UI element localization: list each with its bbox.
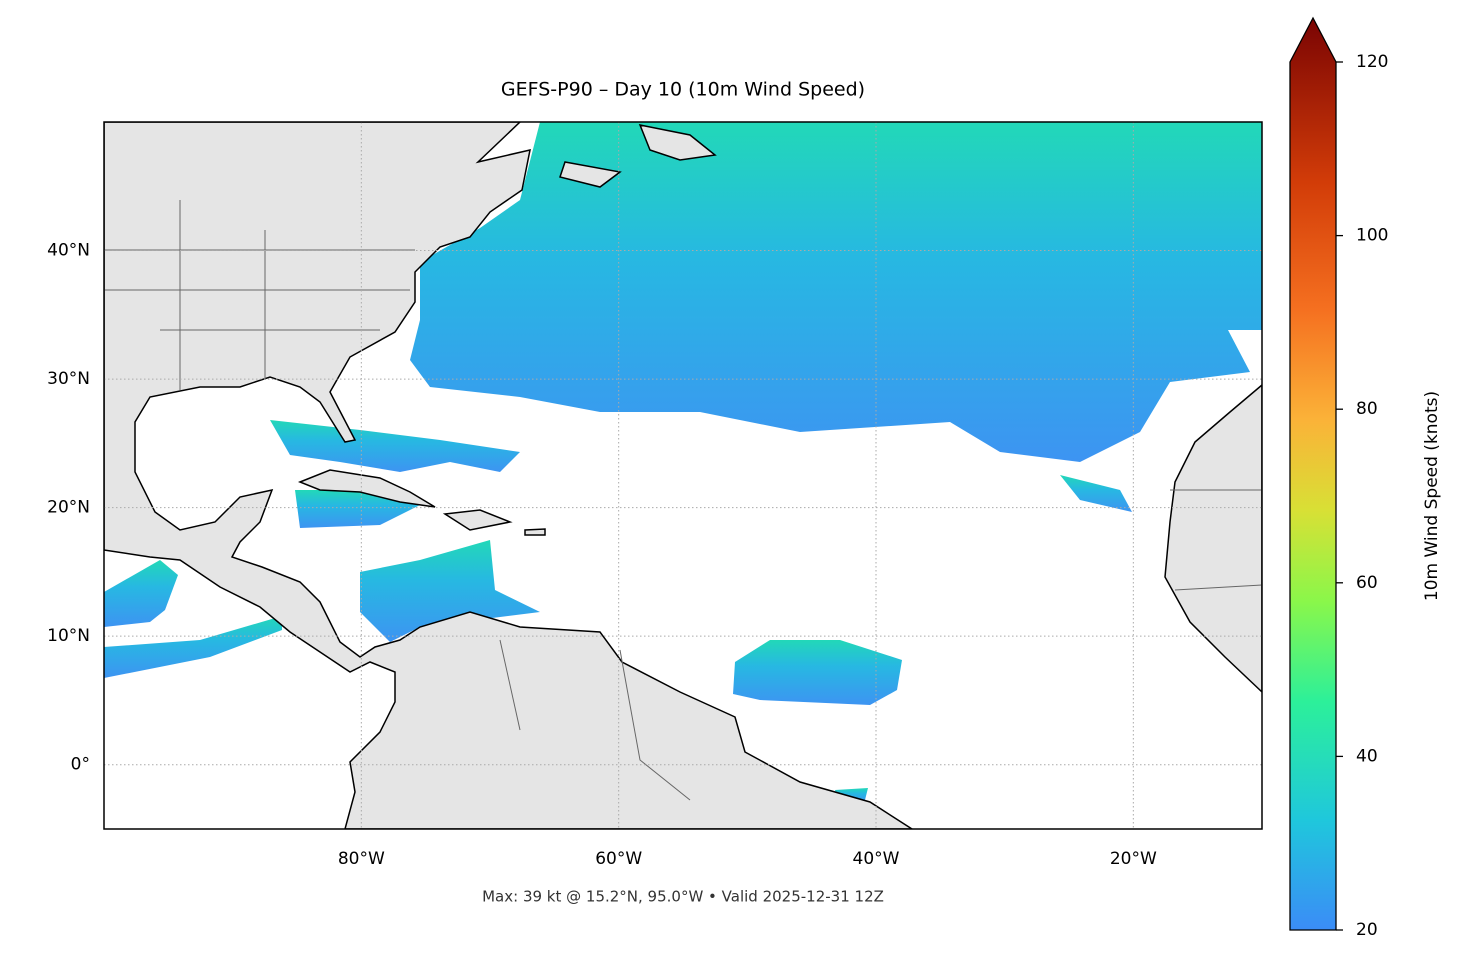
colorbar-tick-label: 20 bbox=[1356, 920, 1378, 940]
colorbar bbox=[1289, 16, 1337, 931]
x-tick-label: 60°W bbox=[595, 849, 642, 869]
map bbox=[104, 122, 1262, 829]
island bbox=[638, 123, 717, 161]
continent bbox=[104, 122, 914, 829]
island bbox=[524, 528, 546, 536]
wind-area bbox=[733, 640, 902, 705]
island bbox=[559, 161, 622, 188]
chart-title: GEFS-P90 – Day 10 (10m Wind Speed) bbox=[501, 79, 865, 101]
colorbar-tick-label: 40 bbox=[1356, 746, 1378, 766]
y-tick-label: 0° bbox=[71, 755, 90, 775]
wind-area bbox=[360, 540, 540, 642]
wind-area bbox=[410, 122, 1262, 462]
y-tick-label: 20°N bbox=[47, 498, 90, 518]
wind-area bbox=[270, 420, 520, 472]
wind-area bbox=[104, 560, 178, 627]
y-tick-label: 30°N bbox=[47, 369, 90, 389]
x-tick-label: 20°W bbox=[1110, 849, 1157, 869]
colorbar-tick-label: 80 bbox=[1356, 399, 1378, 419]
land bbox=[104, 122, 1262, 829]
colorbar-tick-label: 60 bbox=[1356, 573, 1378, 593]
footer-note: Max: 39 kt @ 15.2°N, 95.0°W • Valid 2025… bbox=[482, 888, 884, 906]
x-tick-label: 40°W bbox=[853, 849, 900, 869]
x-tick-label: 80°W bbox=[338, 849, 385, 869]
colorbar-tick-label: 100 bbox=[1356, 226, 1388, 246]
map-frame bbox=[103, 121, 1263, 830]
island bbox=[297, 469, 436, 508]
borders bbox=[104, 200, 1262, 801]
continent bbox=[1164, 384, 1262, 694]
wind-area bbox=[1060, 475, 1132, 512]
colorbar-label: 10m Wind Speed (knots) bbox=[1422, 391, 1442, 601]
y-tick-label: 10°N bbox=[47, 626, 90, 646]
island bbox=[442, 509, 513, 531]
wind-area bbox=[104, 616, 282, 678]
grid bbox=[104, 122, 1262, 829]
y-tick-label: 40°N bbox=[47, 241, 90, 261]
colorbar-tick-label: 120 bbox=[1356, 52, 1388, 72]
